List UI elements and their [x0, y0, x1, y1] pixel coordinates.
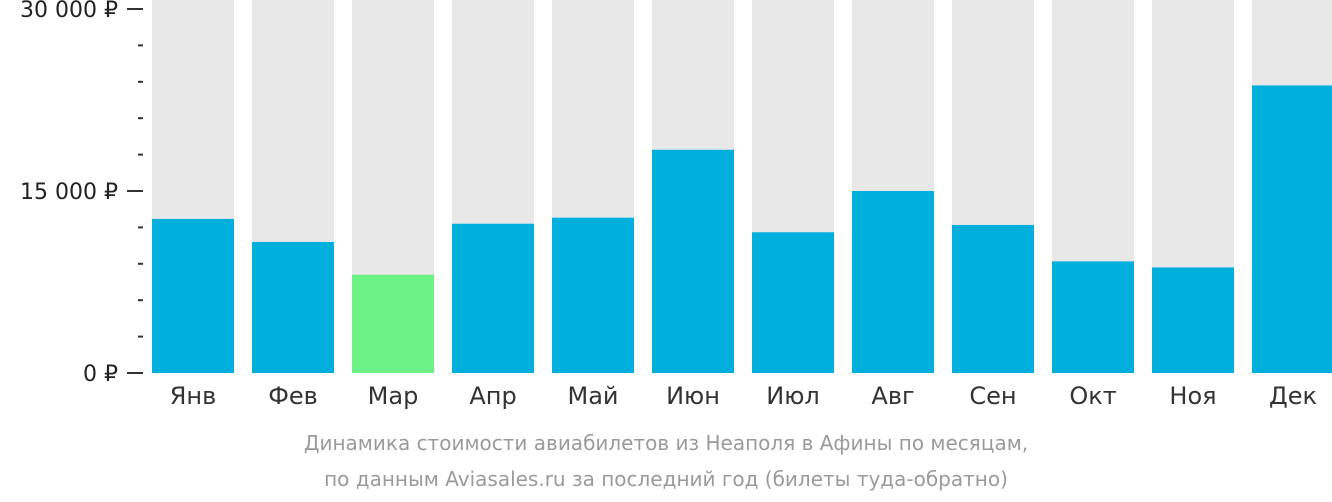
x-tick-label: Июл — [766, 382, 820, 410]
bar-12 — [1252, 85, 1332, 373]
bar-7 — [752, 232, 834, 373]
x-tick-label: Сен — [969, 382, 1016, 410]
bar-6 — [652, 149, 734, 373]
x-tick-label: Фев — [268, 382, 318, 410]
bar-10 — [1052, 261, 1134, 373]
bar-4 — [452, 223, 534, 373]
x-tick-label: Ноя — [1169, 382, 1216, 410]
y-tick-label: 30 000 ₽ — [20, 0, 118, 23]
bar-8 — [852, 191, 934, 373]
y-tick-label: 15 000 ₽ — [20, 180, 118, 205]
bar-1 — [152, 218, 234, 373]
x-tick-label: Май — [567, 382, 618, 410]
chart-caption-line-1: Динамика стоимости авиабилетов из Неапол… — [303, 431, 1029, 455]
bar-5 — [552, 217, 634, 373]
chart-caption-line-2: по данным Aviasales.ru за последний год … — [324, 467, 1008, 491]
x-tick-label: Мар — [368, 382, 419, 410]
bar-2 — [252, 241, 334, 373]
y-tick-label: 0 ₽ — [83, 362, 118, 387]
bar-3 — [352, 274, 434, 373]
x-tick-label: Янв — [170, 382, 217, 410]
x-tick-label: Окт — [1069, 382, 1116, 410]
x-tick-label: Апр — [469, 382, 516, 410]
x-tick-label: Авг — [871, 382, 914, 410]
x-tick-label: Дек — [1269, 382, 1317, 410]
x-tick-label: Июн — [666, 382, 720, 410]
bar-11 — [1152, 267, 1234, 373]
bar-9 — [952, 224, 1034, 373]
